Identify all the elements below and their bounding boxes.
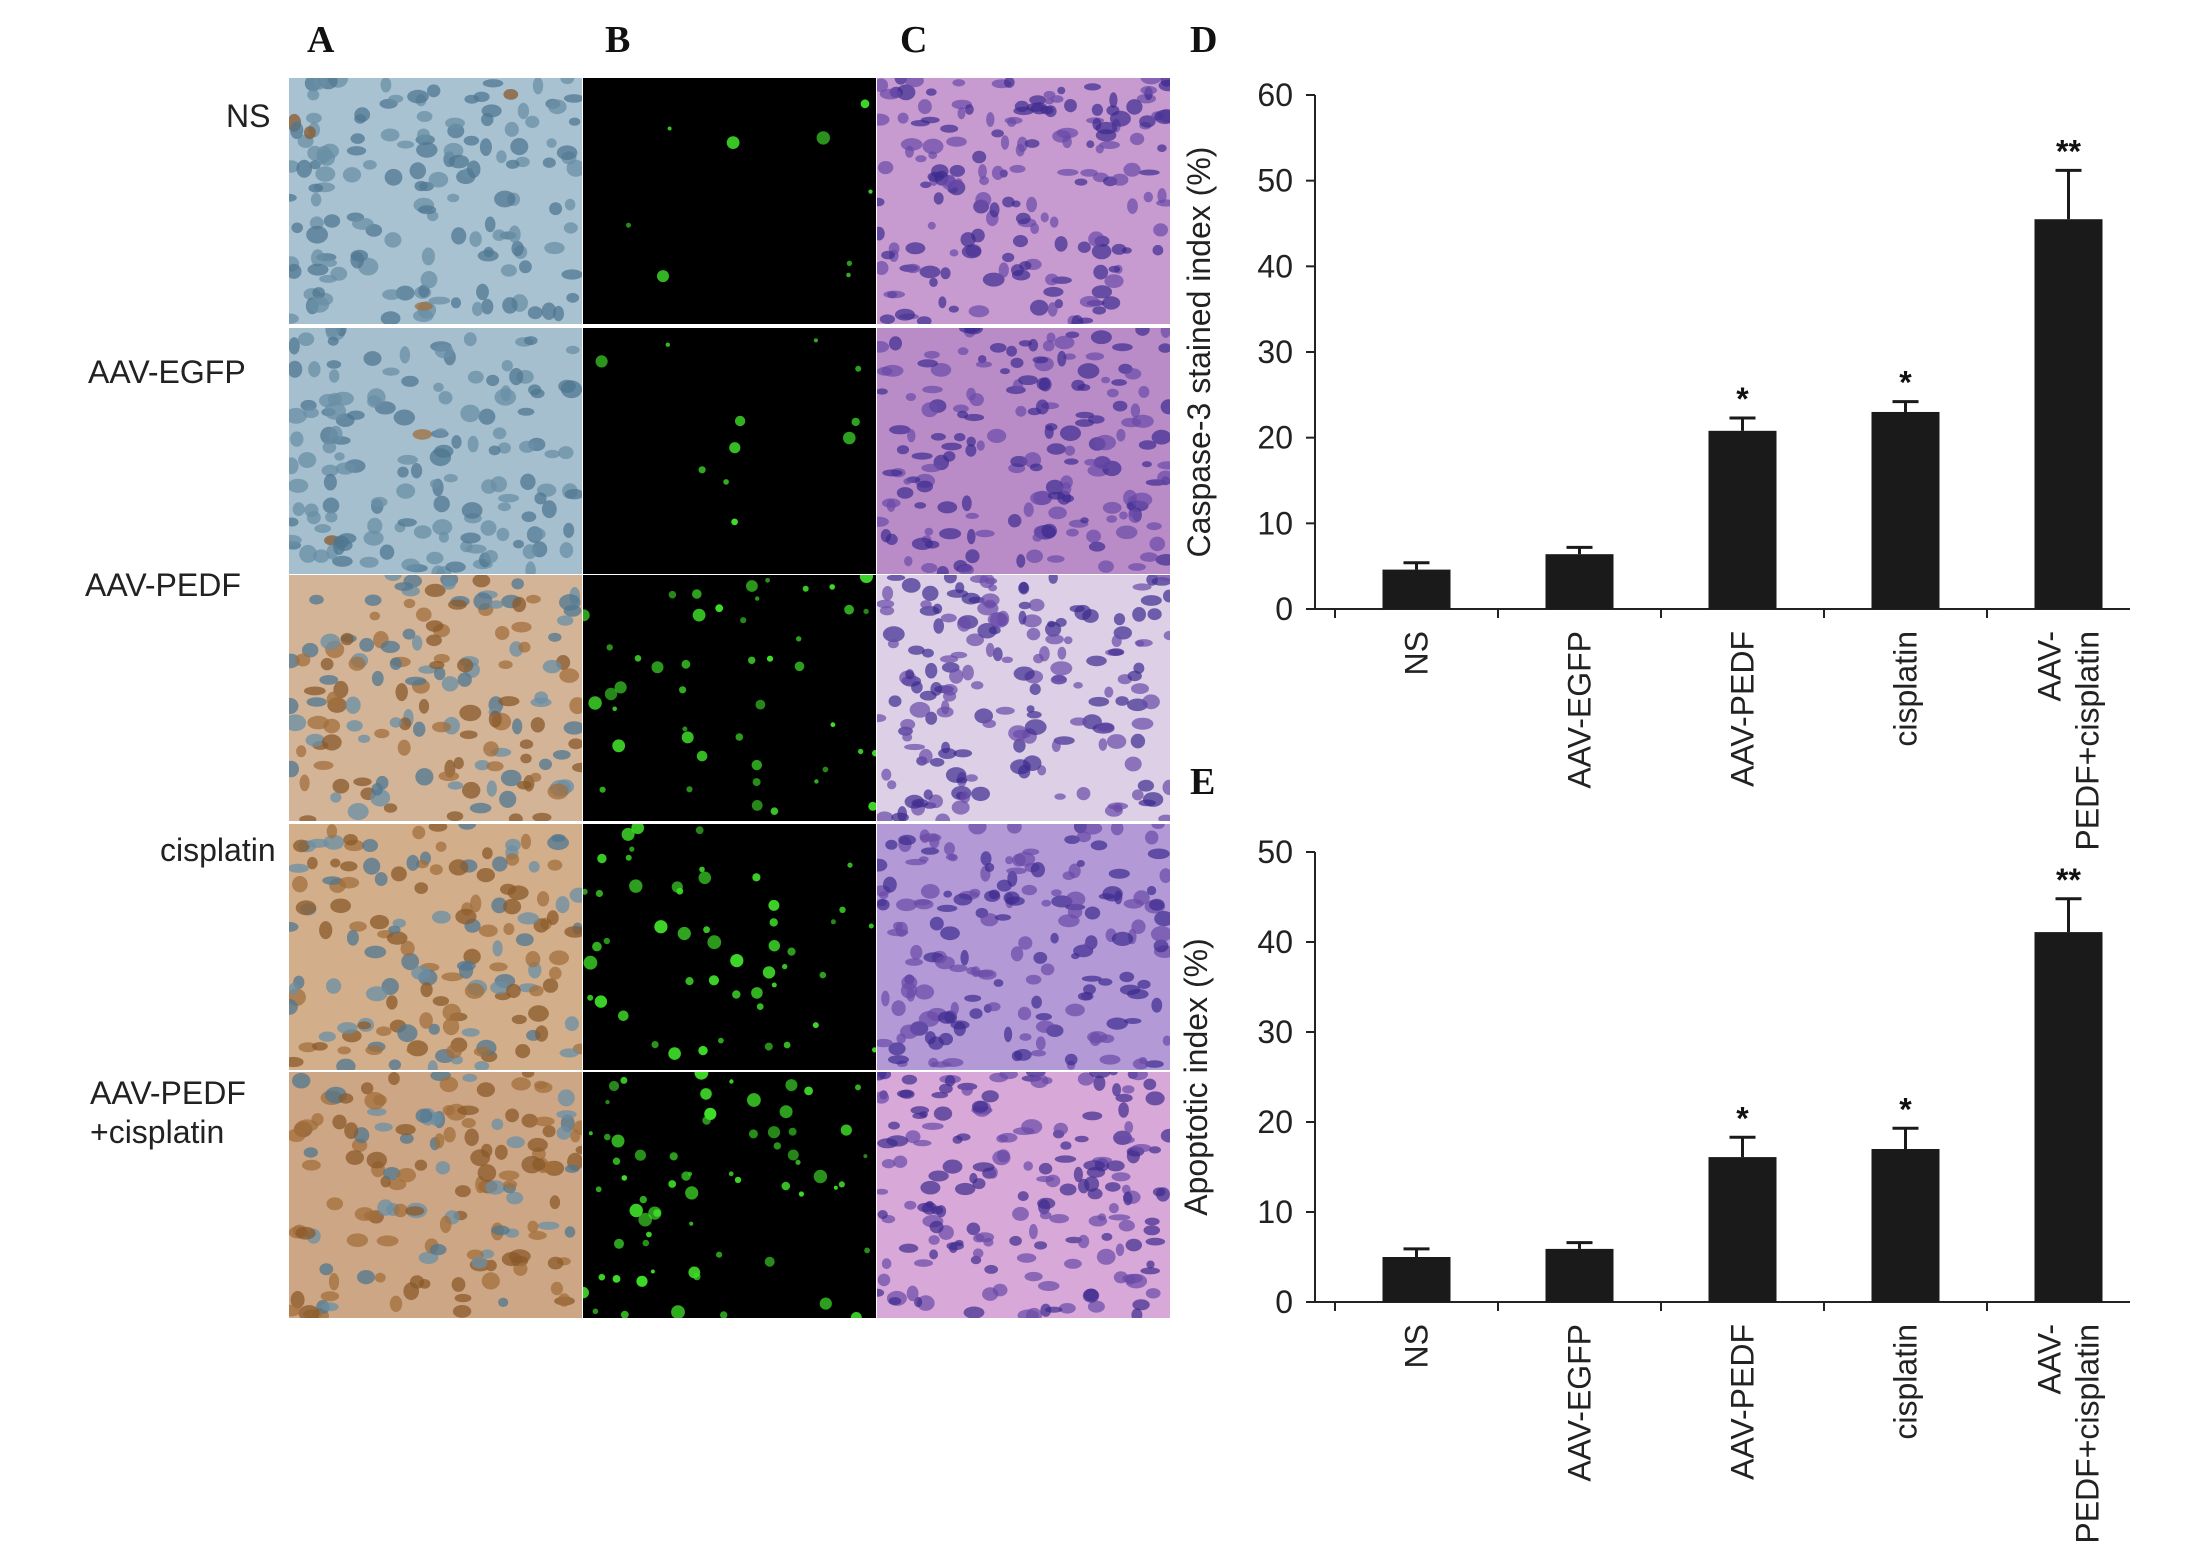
tunel-micrograph-row-2 (583, 328, 876, 574)
row-label-aav-pedf: AAV-PEDF (85, 567, 241, 603)
panel-label-c: C (900, 19, 928, 61)
tunel-micrograph-row-1 (583, 78, 876, 324)
apoptotic-bar (1708, 1157, 1777, 1302)
tunel-micrograph-row-4 (583, 824, 876, 1070)
apoptotic-y-axis-label: Apoptotic index (%) (1178, 938, 1214, 1215)
row-label-ns: NS (226, 98, 271, 134)
row-label-cisplatin: cisplatin (160, 832, 276, 868)
apoptotic-significance-mark: * (1899, 1091, 1912, 1127)
caspase-significance-mark: ** (2056, 133, 2081, 169)
caspase-category-label: AAV- (2032, 631, 2068, 702)
caspase-y-tick-label: 50 (1257, 163, 1293, 199)
he-micrograph-row-4 (877, 824, 1170, 1070)
ihc-micrograph-row-4 (289, 824, 582, 1070)
caspase-bar (1871, 411, 1940, 609)
he-micrograph-row-2 (877, 328, 1170, 574)
apoptotic-bar (2034, 932, 2103, 1302)
apoptotic-bar (1382, 1257, 1451, 1302)
caspase-category-label: AAV-PEDF (1725, 631, 1761, 787)
tunel-micrograph-row-5 (583, 1072, 876, 1318)
apoptotic-bar (1545, 1248, 1614, 1302)
apoptotic-bar (1871, 1149, 1940, 1302)
apoptotic-category-label: AAV- (2032, 1324, 2068, 1395)
caspase-significance-mark: * (1736, 381, 1749, 417)
caspase-y-tick-label: 0 (1275, 591, 1293, 627)
apoptotic-y-tick-label: 30 (1257, 1014, 1293, 1050)
ihc-micrograph-row-1 (289, 78, 582, 324)
row-label-aav-egfp: AAV-EGFP (88, 354, 246, 390)
caspase-y-tick-label: 20 (1257, 420, 1293, 456)
caspase-category-label: PEDF+cisplatin (2070, 631, 2106, 851)
row-label-aav-pedf-cisplatin-line2: +cisplatin (90, 1114, 225, 1150)
he-micrograph-row-5 (877, 1072, 1170, 1318)
caspase-y-axis-label: Caspase-3 stained index (%) (1181, 147, 1217, 558)
caspase-y-tick-label: 40 (1257, 248, 1293, 284)
caspase-y-tick-label: 60 (1257, 77, 1293, 113)
caspase-category-label: cisplatin (1888, 631, 1924, 747)
caspase-significance-mark: * (1899, 365, 1912, 401)
caspase-category-label: AAV-EGFP (1562, 631, 1598, 789)
apoptotic-category-label: cisplatin (1888, 1324, 1924, 1440)
he-micrograph-row-1 (877, 78, 1170, 324)
caspase-bar (1382, 569, 1451, 609)
apoptotic-y-tick-label: 0 (1275, 1284, 1293, 1320)
tunel-micrograph-row-3 (583, 575, 876, 821)
caspase-bar (1708, 430, 1777, 609)
apoptotic-y-tick-label: 20 (1257, 1104, 1293, 1140)
apoptotic-category-label: NS (1399, 1324, 1435, 1368)
apoptotic-category-label: PEDF+cisplatin (2070, 1324, 2106, 1544)
panel-label-a: A (307, 19, 335, 61)
caspase-bar (2034, 219, 2103, 609)
apoptotic-category-label: AAV-PEDF (1725, 1324, 1761, 1480)
caspase-bar (1545, 554, 1614, 609)
caspase-y-tick-label: 10 (1257, 505, 1293, 541)
row-label-aav-pedf-cisplatin-line1: AAV-PEDF (90, 1075, 246, 1111)
panel-label-e: E (1190, 761, 1216, 803)
apoptotic-y-tick-label: 10 (1257, 1194, 1293, 1230)
caspase-y-tick-label: 30 (1257, 334, 1293, 370)
apoptotic-y-tick-label: 40 (1257, 924, 1293, 960)
apoptotic-significance-mark: * (1736, 1100, 1749, 1136)
caspase-category-label: NS (1399, 631, 1435, 675)
panel-label-d: D (1190, 19, 1218, 61)
apoptotic-significance-mark: ** (2056, 862, 2081, 898)
panel-label-b: B (605, 19, 631, 61)
ihc-micrograph-row-3 (289, 575, 582, 821)
ihc-micrograph-row-2 (289, 328, 582, 574)
ihc-micrograph-row-5 (289, 1072, 582, 1318)
apoptotic-y-tick-label: 50 (1257, 834, 1293, 870)
apoptotic-category-label: AAV-EGFP (1562, 1324, 1598, 1482)
he-micrograph-row-3 (877, 575, 1170, 821)
